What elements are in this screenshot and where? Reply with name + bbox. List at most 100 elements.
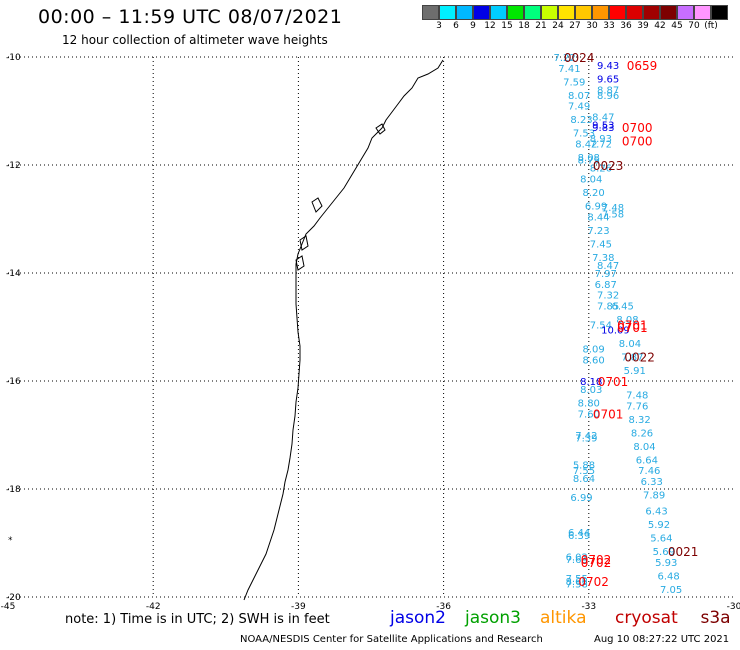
legend-item-jason2: jason2 [390, 608, 446, 628]
wave-height-value: 7.48 [626, 391, 648, 402]
pass-time-label: 0700 [622, 135, 653, 149]
map-grid: -10 -12 -14 -16 -18 -20-45 -42 -39 -36 -33 -30 [1, 53, 740, 612]
legend-item-cryosat: cryosat [615, 608, 678, 628]
wave-height-value: 7.53 [573, 129, 595, 140]
wave-height-value: 7.46 [638, 466, 660, 477]
pass-time-label: 0700 [622, 121, 653, 135]
color-scale-label: 33 [603, 21, 615, 31]
wave-height-value: 6.45 [612, 301, 634, 312]
wave-height-value: 7.60 [578, 409, 600, 420]
wave-height-value: 7.45 [590, 239, 612, 250]
color-scale-swatch [541, 5, 558, 20]
wave-height-value: 7.63 [566, 555, 588, 566]
map-artifact-mark: ⁎ [8, 533, 13, 543]
wave-height-value: 8.26 [631, 428, 653, 439]
wave-height-value: 8.42 [575, 139, 597, 150]
wave-height-value: 9.53 [592, 121, 614, 132]
pass-time-label: 0702 [578, 575, 609, 589]
color-scale-swatch [609, 5, 626, 20]
wave-height-value: 6.87 [595, 280, 617, 291]
pass-time-label: 0023 [593, 159, 624, 173]
color-scale-label: 24 [552, 21, 564, 31]
wave-height-value: 8.60 [583, 355, 605, 366]
wave-height-value: 5.64 [650, 534, 672, 545]
wave-height-value: 7.85 [597, 301, 619, 312]
wave-height-value: 7.55 [573, 466, 595, 477]
pass-time-label: 0702 [581, 553, 612, 567]
lat-tick-label: -20 [6, 593, 21, 603]
pass-time-label: 0021 [668, 545, 699, 559]
wave-height-value: 6.44 [568, 528, 590, 539]
wave-height-value: 6.33 [641, 477, 663, 488]
wave-height-value: 8.96 [597, 91, 619, 102]
color-scale-swatch [643, 5, 660, 20]
color-scale-swatch [490, 5, 507, 20]
color-scale-swatch [524, 5, 541, 20]
wave-height-value: 8.87 [597, 85, 619, 96]
lat-tick-label: -12 [6, 161, 21, 171]
color-scale-label: 6 [453, 21, 459, 31]
wave-height-value: 8.93 [590, 134, 612, 145]
wave-height-value: 8.08 [616, 315, 638, 326]
color-scale-label: 30 [586, 21, 598, 31]
generated-timestamp: Aug 10 08:27:22 UTC 2021 [594, 634, 730, 645]
map-subtitle: 12 hour collection of altimeter wave hei… [62, 33, 328, 47]
pass-time-label: 0701 [598, 375, 629, 389]
wave-height-value: 7.55 [566, 574, 588, 585]
coastline [243, 59, 444, 601]
legend-item-jason3: jason3 [465, 608, 521, 628]
color-scale-label: 3 [436, 21, 442, 31]
wave-height-value: 7.48 [602, 203, 624, 214]
wave-height-value: 6.64 [636, 455, 658, 466]
lat-tick-label: -18 [6, 485, 21, 495]
lon-tick-label: -36 [436, 602, 451, 612]
color-scale-swatch [592, 5, 609, 20]
wave-height-value: 9.43 [597, 61, 619, 72]
color-scale-swatch [626, 5, 643, 20]
pass-time-label: 0701 [617, 321, 648, 335]
map-title: 00:00 – 11:59 UTC 08/07/2021 [38, 6, 343, 28]
wave-height-value: 8.08 [578, 153, 600, 164]
wave-height-value: 8.32 [628, 415, 650, 426]
wave-height-value: 5.93 [655, 558, 677, 569]
wave-height-value: 6.39 [568, 531, 590, 542]
wave-height-value: 8.04 [580, 175, 602, 186]
wave-height-value: 8.07 [568, 91, 590, 102]
wave-height-value: 9.65 [597, 75, 619, 86]
wave-height-value: 7.59 [563, 77, 585, 88]
wave-height-value: 8.44 [587, 212, 609, 223]
wave-height-value: 8.23 [570, 115, 592, 126]
color-scale-label: 12 [484, 21, 496, 31]
wave-height-value: 10.09 [601, 326, 630, 337]
wave-height-value: 8.47 [592, 112, 614, 123]
wave-height-value: 7.97 [595, 269, 617, 280]
wave-height-value: 5.69 [653, 547, 675, 558]
color-scale-swatch [473, 5, 490, 20]
wave-height-value: 7.89 [643, 490, 665, 501]
color-scale-swatch [558, 5, 575, 20]
wave-height-value: 8.03 [580, 385, 602, 396]
color-scale-label: 15 [501, 21, 513, 31]
wave-height-value: 6.02 [566, 553, 588, 564]
color-scale-swatch [422, 5, 439, 20]
wave-height-value: 6.48 [658, 571, 680, 582]
wave-height-value: 7.58 [566, 580, 588, 591]
color-scale-label: 18 [518, 21, 530, 31]
color-scale-swatch [711, 5, 728, 20]
lon-tick-label: -39 [291, 602, 306, 612]
wave-height-value: 9.83 [592, 123, 614, 134]
note-text: note: 1) Time is in UTC; 2) SWH is in fe… [65, 612, 330, 627]
wave-height-value: 7.58 [602, 210, 624, 221]
lon-tick-label: -42 [146, 602, 161, 612]
pass-time-label: 0659 [627, 59, 658, 73]
wave-height-value: 7.87 [621, 353, 643, 364]
pass-time-label: 0022 [624, 351, 655, 365]
color-scale-swatch [694, 5, 711, 20]
color-scale-swatch [507, 5, 524, 20]
wave-height-value: 8.47 [597, 261, 619, 272]
wave-height-value: 7.23 [587, 226, 609, 237]
color-scale-label: 70 [688, 21, 700, 31]
color-scale-label: 42 [654, 21, 666, 31]
wave-height-value: 8.26 [590, 164, 612, 175]
